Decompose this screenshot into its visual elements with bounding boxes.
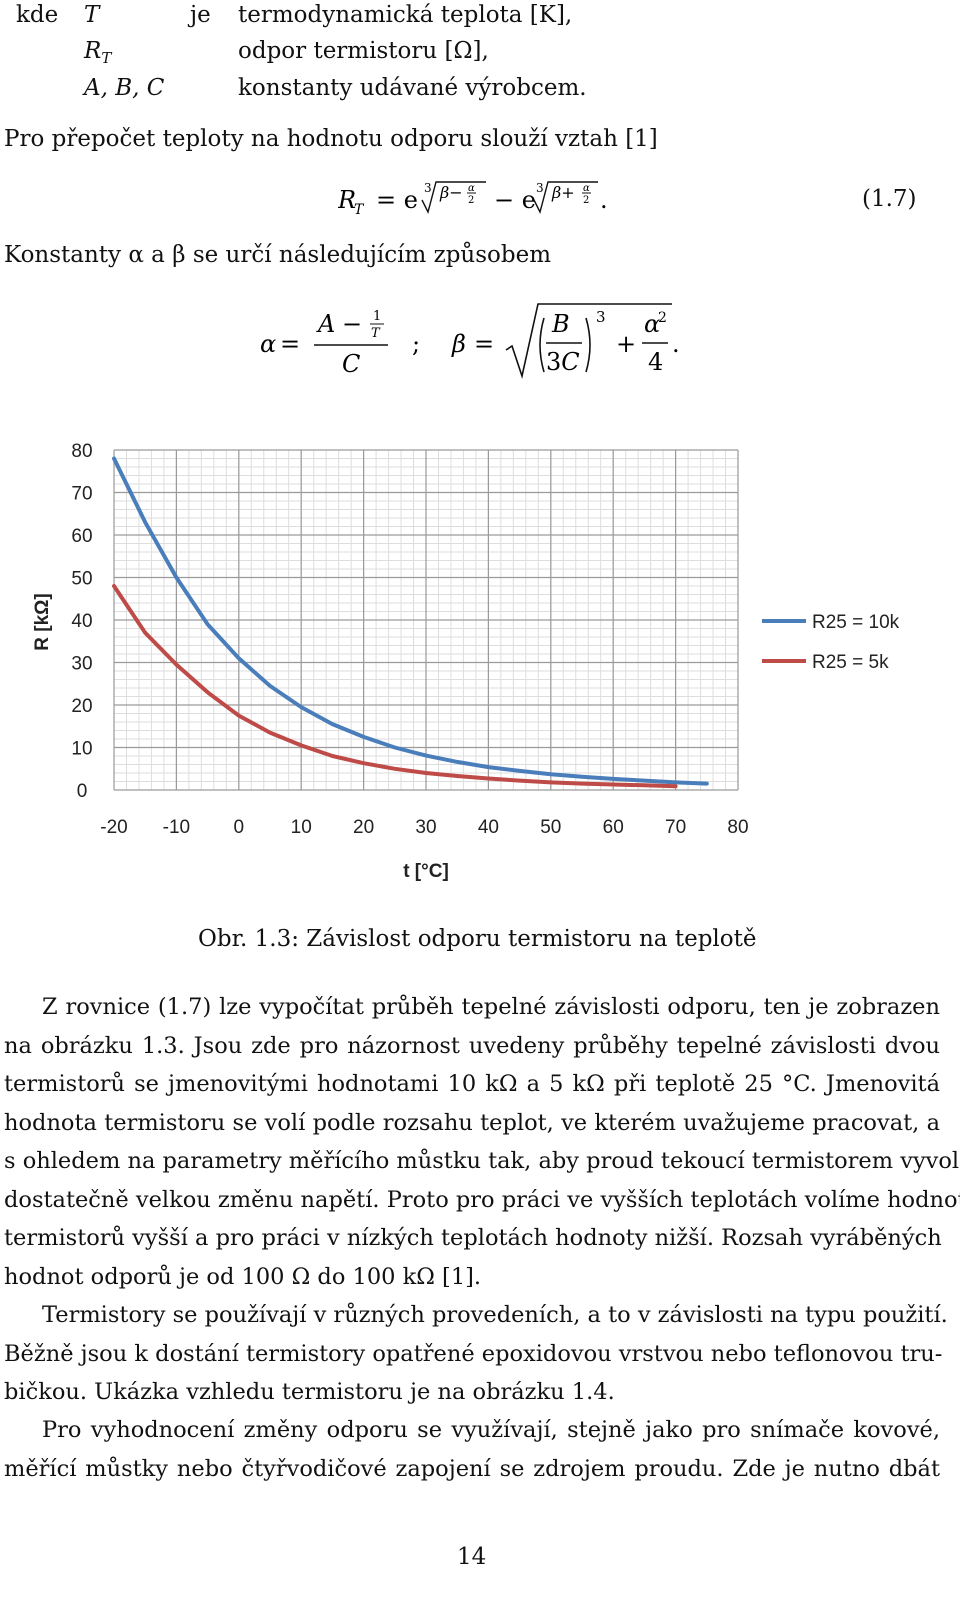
- x-tick-label: 50: [540, 817, 561, 838]
- svg-text:− e: − e: [494, 186, 536, 214]
- x-tick-label: 40: [478, 817, 499, 838]
- equation-alpha-beta-graphic: α = A − 1 T C ; β = B 3C 3 + α 2 4 .: [260, 303, 680, 379]
- definition-desc-abc: konstanty udávané výrobcem.: [238, 75, 587, 101]
- paragraph-2-line: Běžně jsou k dostání termistory opatřené…: [4, 1340, 943, 1367]
- equation-alpha-beta: α = A − 1 T C ; β = B 3C 3 + α 2 4 .: [260, 300, 700, 386]
- chart-x-ticks: -20 -10 0 10 20 30 40 50 60 70 80: [100, 817, 748, 838]
- x-tick-label: 20: [353, 817, 374, 838]
- x-tick-label: 30: [415, 817, 436, 838]
- paragraph-1-line: na obrázku 1.3. Jsou zde pro názornost u…: [4, 1032, 940, 1059]
- definition-symbol-rt: RT: [84, 38, 112, 67]
- x-tick-label: -20: [100, 817, 127, 838]
- svg-text:α: α: [260, 330, 276, 358]
- series-line-1: [112, 456, 709, 786]
- svg-text:1: 1: [373, 309, 381, 324]
- svg-text:α: α: [468, 183, 475, 194]
- paragraph-2-line: Termistory se používají v různých proved…: [42, 1302, 948, 1328]
- svg-text:B: B: [551, 310, 570, 338]
- svg-text:3: 3: [424, 181, 432, 195]
- y-tick-label: 20: [71, 696, 92, 717]
- paragraph-3-line: měřící můstky nebo čtyřvodičové zapojení…: [4, 1455, 940, 1482]
- paragraph-1-line: hodnota termistoru se volí podle rozsahu…: [4, 1109, 940, 1136]
- svg-text:β: β: [451, 330, 466, 358]
- chart-x-axis-label: t [°C]: [403, 861, 449, 882]
- paragraph-1-line: termistorů vyšší a pro práci v nízkých t…: [4, 1225, 942, 1251]
- chart-series: [112, 456, 709, 789]
- y-tick-label: 30: [71, 654, 92, 675]
- svg-text:β+: β+: [551, 183, 575, 202]
- svg-text:α: α: [583, 183, 590, 194]
- equation-number: (1.7): [862, 186, 917, 212]
- svg-text:2: 2: [658, 310, 667, 326]
- paragraph-1: Z rovnice (1.7) lze vypočítat průběh tep…: [4, 988, 960, 1296]
- svg-text:4: 4: [648, 348, 663, 376]
- page-number: 14: [457, 1544, 487, 1570]
- svg-text:2: 2: [583, 195, 589, 206]
- paragraph-1-line: hodnot odporů je od 100 Ω do 100 kΩ [1].: [4, 1263, 482, 1290]
- svg-text:R: R: [338, 186, 356, 214]
- svg-text:α: α: [644, 310, 660, 338]
- svg-text:.: .: [600, 186, 608, 214]
- chart-y-ticks: 80 70 60 50 40 30 20 10 0: [71, 441, 92, 802]
- svg-text:+: +: [616, 330, 636, 358]
- paragraph-1-line: s ohledem na parametry měřícího můstku t…: [4, 1148, 960, 1174]
- paragraph-3: Pro vyhodnocení změny odporu se využívaj…: [4, 1411, 940, 1488]
- y-tick-label: 40: [71, 611, 92, 632]
- intro-sentence-2: Konstanty α a β se určí následujícím způ…: [4, 242, 552, 268]
- chart-y-axis-label: R [kΩ]: [32, 593, 53, 650]
- svg-text:=: =: [280, 330, 300, 358]
- paragraph-1-line: Z rovnice (1.7) lze vypočítat průběh tep…: [42, 994, 940, 1020]
- y-tick-label: 50: [71, 569, 92, 590]
- series-line-2: [112, 584, 678, 789]
- x-tick-label: -10: [163, 817, 190, 838]
- x-tick-label: 60: [603, 817, 624, 838]
- paragraph-1-line: termistorů se jmenovitými hodnotami 10 k…: [4, 1071, 940, 1097]
- definition-desc-rt: odpor termistoru [Ω],: [238, 38, 489, 64]
- legend-label: R25 = 5k: [812, 652, 889, 673]
- svg-text:;: ;: [412, 330, 420, 358]
- y-tick-label: 0: [77, 781, 88, 802]
- paragraph-2: Termistory se používají v různých proved…: [4, 1296, 948, 1412]
- chart-grid-major: [113, 449, 739, 791]
- x-tick-label: 10: [291, 817, 312, 838]
- svg-text:2: 2: [468, 195, 474, 206]
- figure-caption: Obr. 1.3: Závislost odporu termistoru na…: [198, 926, 757, 952]
- definition-symbol-t: T: [84, 2, 100, 28]
- svg-text:C: C: [342, 350, 360, 378]
- equation-1-7: R T = e 3 β− α 2 − e 3 β+ α 2 .: [337, 178, 638, 224]
- svg-text:.: .: [672, 330, 680, 358]
- definition-desc-t: termodynamická teplota [K],: [238, 2, 573, 28]
- svg-text:T: T: [371, 326, 381, 341]
- y-tick-label: 70: [71, 484, 92, 505]
- y-tick-label: 60: [71, 526, 92, 547]
- svg-text:β−: β−: [439, 183, 463, 202]
- svg-text:3C: 3C: [546, 348, 580, 376]
- svg-text:=: =: [474, 330, 494, 358]
- chart-legend: R25 = 10k R25 = 5k: [762, 612, 900, 673]
- y-tick-label: 10: [71, 739, 92, 760]
- definition-prefix: kde: [16, 2, 59, 28]
- paragraph-3-line: Pro vyhodnocení změny odporu se využívaj…: [42, 1417, 940, 1443]
- svg-text:= e: = e: [376, 186, 418, 214]
- intro-sentence-1: Pro přepočet teploty na hodnotu odporu s…: [4, 126, 658, 152]
- svg-text:3: 3: [536, 181, 544, 195]
- paragraph-1-line: dostatečně velkou změnu napětí. Proto pr…: [4, 1186, 960, 1213]
- equation-1-7-graphic: R T = e 3 β− α 2 − e 3 β+ α 2 .: [337, 181, 608, 218]
- x-tick-label: 80: [727, 817, 748, 838]
- x-tick-label: 70: [665, 817, 686, 838]
- svg-text:T: T: [354, 202, 365, 218]
- paragraph-2-line: bičkou. Ukázka vzhledu termistoru je na …: [4, 1379, 615, 1405]
- y-tick-label: 80: [71, 441, 92, 462]
- legend-label: R25 = 10k: [812, 612, 900, 633]
- definition-verb: je: [190, 2, 211, 28]
- definition-symbol-abc: A, B, C: [84, 75, 165, 101]
- svg-text:A: A: [316, 310, 335, 338]
- x-tick-label: 0: [234, 817, 245, 838]
- svg-text:3: 3: [596, 308, 606, 326]
- svg-text:−: −: [342, 310, 362, 338]
